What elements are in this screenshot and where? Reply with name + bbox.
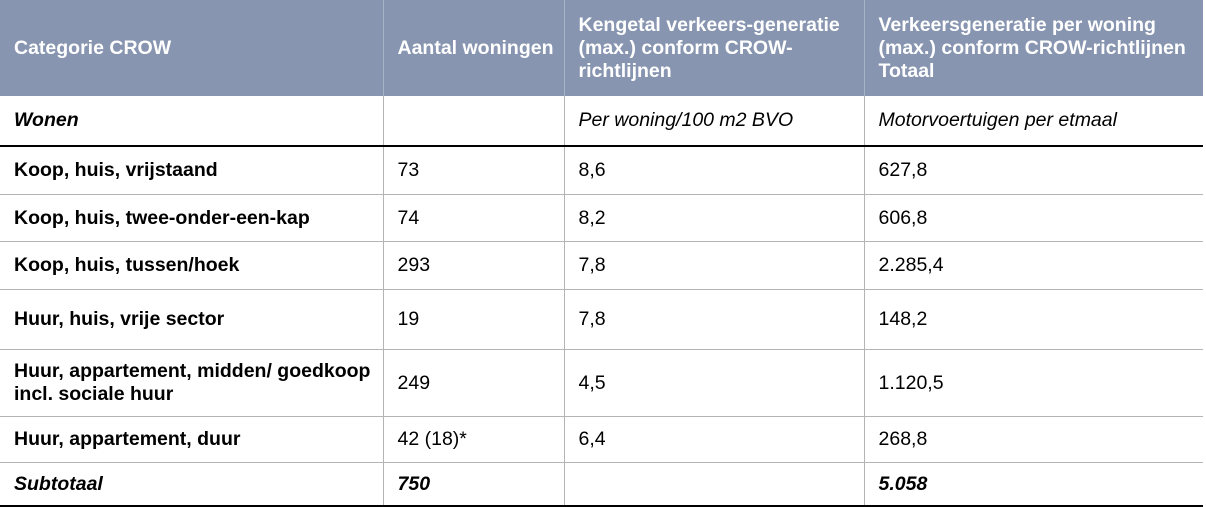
table-row: Koop, huis, tussen/hoek 293 7,8 2.285,4 — [0, 241, 1203, 290]
row-totaal: 148,2 — [863, 289, 1203, 350]
row-totaal: 2.285,4 — [863, 241, 1203, 290]
row-aantal: 293 — [382, 241, 564, 290]
subtotal-label: Subtotaal — [0, 462, 383, 507]
header-verkeersgeneratie: Verkeersgeneratie per woning (max.) conf… — [863, 0, 1203, 96]
section-count — [382, 96, 564, 147]
header-aantal-woningen: Aantal woningen — [382, 0, 564, 96]
row-category: Huur, huis, vrije sector — [0, 289, 383, 350]
row-aantal: 42 (18)* — [382, 416, 564, 463]
header-kengetal: Kengetal verkeers-generatie (max.) confo… — [563, 0, 864, 96]
row-aantal: 249 — [382, 349, 564, 417]
row-totaal: 627,8 — [863, 146, 1203, 195]
row-totaal: 1.120,5 — [863, 349, 1203, 417]
section-row: Wonen Per woning/100 m2 BVO Motorvoertui… — [0, 96, 1203, 147]
row-aantal: 73 — [382, 146, 564, 195]
section-category: Wonen — [0, 96, 383, 147]
row-kengetal: 8,6 — [563, 146, 864, 195]
row-aantal: 74 — [382, 194, 564, 242]
row-aantal: 19 — [382, 289, 564, 350]
subtotal-kengetal — [563, 462, 864, 507]
section-unit-kengetal: Per woning/100 m2 BVO — [563, 96, 864, 147]
row-category: Huur, appartement, midden/ goedkoop incl… — [0, 349, 383, 417]
row-category: Koop, huis, twee-onder-een-kap — [0, 194, 383, 242]
row-kengetal: 6,4 — [563, 416, 864, 463]
subtotal-aantal: 750 — [382, 462, 564, 507]
table-header: Categorie CROW Aantal woningen Kengetal … — [0, 0, 1203, 96]
row-category: Koop, huis, vrijstaand — [0, 146, 383, 195]
section-unit-total: Motorvoertuigen per etmaal — [863, 96, 1203, 147]
row-totaal: 606,8 — [863, 194, 1203, 242]
subtotal-totaal: 5.058 — [863, 462, 1203, 507]
row-kengetal: 4,5 — [563, 349, 864, 417]
header-row: Categorie CROW Aantal woningen Kengetal … — [0, 0, 1203, 96]
row-kengetal: 7,8 — [563, 241, 864, 290]
row-kengetal: 8,2 — [563, 194, 864, 242]
header-categorie: Categorie CROW — [0, 0, 383, 96]
row-kengetal: 7,8 — [563, 289, 864, 350]
table-row: Koop, huis, twee-onder-een-kap 74 8,2 60… — [0, 194, 1203, 242]
row-category: Huur, appartement, duur — [0, 416, 383, 463]
table-row: Huur, appartement, duur 42 (18)* 6,4 268… — [0, 416, 1203, 463]
row-totaal: 268,8 — [863, 416, 1203, 463]
table-body: Wonen Per woning/100 m2 BVO Motorvoertui… — [0, 96, 1203, 507]
table-row: Huur, appartement, midden/ goedkoop incl… — [0, 349, 1203, 417]
subtotal-row: Subtotaal 750 5.058 — [0, 462, 1203, 507]
table-row: Huur, huis, vrije sector 19 7,8 148,2 — [0, 289, 1203, 350]
table-row: Koop, huis, vrijstaand 73 8,6 627,8 — [0, 146, 1203, 195]
row-category: Koop, huis, tussen/hoek — [0, 241, 383, 290]
